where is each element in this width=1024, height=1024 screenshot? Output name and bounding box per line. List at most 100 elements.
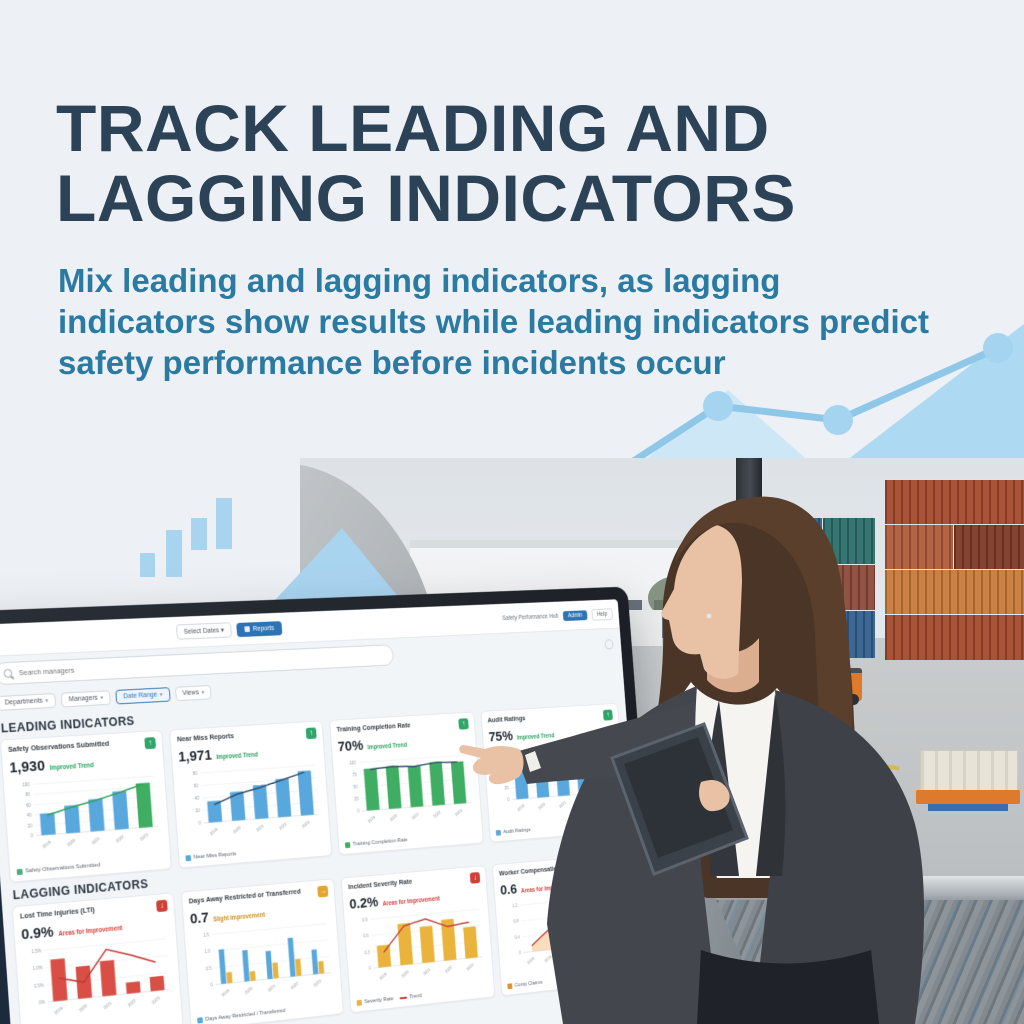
svg-text:60: 60	[26, 803, 32, 808]
title-line-2: LAGGING INDICATORS	[56, 160, 796, 235]
kpi-chart: 0 25 50 75 100 2019 2020 2021 2022 2023	[349, 747, 477, 824]
svg-text:2018: 2018	[526, 956, 535, 965]
svg-text:2023: 2023	[466, 962, 475, 971]
pallet-stack	[920, 750, 1018, 792]
forklift-wheel	[848, 694, 859, 705]
kpi-card: Near Miss Reports ↑ 1,971 Improved Trend 0 20…	[169, 720, 333, 869]
svg-text:0.5: 0.5	[206, 966, 212, 971]
svg-text:50: 50	[353, 785, 358, 790]
legend-swatch	[356, 999, 363, 1007]
svg-text:2022: 2022	[278, 821, 288, 831]
svg-text:2023: 2023	[313, 978, 323, 988]
svg-text:2020: 2020	[537, 801, 546, 810]
kpi-card-title: Incident Severity Rate	[347, 877, 413, 892]
kpi-card-title: Lost Time Injuries (LTI)	[19, 905, 95, 921]
reports-button[interactable]: Reports	[235, 620, 283, 637]
trend-badge-icon: ↓	[156, 899, 168, 913]
chevron-down-icon: ▾	[159, 691, 163, 698]
svg-text:0.3: 0.3	[364, 950, 370, 955]
svg-text:2021: 2021	[422, 967, 431, 977]
svg-text:20: 20	[195, 808, 200, 813]
legend-swatch	[197, 1017, 203, 1024]
filter-views[interactable]: Views ▾	[174, 684, 212, 701]
svg-text:1.0: 1.0	[204, 949, 210, 954]
svg-text:2021: 2021	[255, 823, 265, 833]
svg-text:2020: 2020	[389, 813, 398, 822]
date-picker-pill[interactable]: Select Dates ▾	[176, 622, 232, 640]
svg-text:2023: 2023	[301, 819, 311, 829]
kpi-trend-label: Improved Trend	[49, 762, 94, 772]
svg-text:0.4: 0.4	[515, 935, 521, 940]
kpi-value: 0.9%	[20, 923, 55, 944]
pointing-hand	[459, 745, 524, 785]
hair-front	[675, 496, 854, 834]
deco-bar-chart-icon	[166, 530, 182, 577]
trousers	[697, 950, 879, 1024]
svg-text:20: 20	[27, 823, 33, 828]
chevron-down-icon: ▾	[45, 697, 49, 704]
leading-card-grid: Safety Observations Submitted ↑ 1,930 Impro…	[0, 702, 628, 883]
svg-text:0.5%: 0.5%	[34, 983, 44, 989]
svg-text:25: 25	[354, 797, 359, 802]
kpi-card: Training Completion Rate ↑ 70% Improved Tre…	[329, 711, 484, 856]
svg-text:2019: 2019	[517, 803, 526, 812]
svg-text:1.5%: 1.5%	[31, 948, 41, 954]
svg-text:2019: 2019	[379, 971, 389, 981]
svg-text:100: 100	[22, 782, 30, 788]
legend-swatch	[399, 996, 407, 1000]
kpi-card: Incident Severity Rate ↓ 0.2% Areas for Imp…	[340, 865, 496, 1014]
svg-text:2020: 2020	[244, 985, 254, 995]
lagging-card-grid: Lost Time Injuries (LTI) ↓ 0.9% Areas for I…	[11, 852, 639, 1024]
svg-text:2019: 2019	[209, 826, 219, 836]
deco-bar-chart-icon	[140, 553, 155, 577]
title-line-1: TRACK LEADING AND	[56, 91, 770, 166]
presenter-photo	[459, 496, 925, 1024]
chevron-down-icon: ▾	[201, 689, 205, 696]
svg-text:40: 40	[194, 796, 199, 801]
kpi-chart: 0 20 40 60 80 100 2019 2020 2021 2022 2023	[22, 768, 164, 849]
trend-badge-icon: ↑	[305, 727, 317, 740]
lapel-right	[756, 694, 786, 876]
page-title: TRACK LEADING AND LAGGING INDICATORS	[56, 94, 986, 233]
svg-text:40: 40	[27, 813, 33, 818]
kpi-value: 1,971	[177, 747, 213, 766]
svg-text:1.5: 1.5	[203, 933, 209, 938]
kpi-trend-label: Improved Trend	[216, 751, 259, 762]
svg-text:2023: 2023	[454, 808, 463, 817]
svg-text:2021: 2021	[558, 800, 567, 809]
svg-text:1.0%: 1.0%	[33, 966, 43, 972]
svg-text:2022: 2022	[290, 981, 300, 991]
svg-text:0: 0	[369, 966, 372, 971]
kpi-card-title: Near Miss Reports	[176, 731, 235, 744]
svg-text:80: 80	[25, 792, 31, 797]
svg-text:75: 75	[352, 772, 357, 777]
filter-date-range[interactable]: Date Range ▾	[115, 686, 171, 704]
svg-text:2019: 2019	[41, 839, 52, 849]
filter-managers[interactable]: Managers ▾	[60, 689, 112, 707]
svg-text:2019: 2019	[221, 988, 231, 998]
legend-swatch	[16, 868, 23, 876]
agv-robot	[916, 790, 1020, 804]
filter-departments[interactable]: Departments ▾	[0, 692, 57, 711]
svg-text:2021: 2021	[91, 835, 102, 845]
kpi-card: Lost Time Injuries (LTI) ↓ 0.9% Areas for I…	[11, 892, 184, 1024]
svg-text:0%: 0%	[39, 1000, 46, 1006]
kpi-chart: 0% 0.5% 1.0% 1.5% 2019 2020 2021 2022 2023	[31, 931, 176, 1015]
kpi-card-title: Training Completion Rate	[336, 720, 411, 734]
dashboard-main: Select Dates ▾ Reports Safety Performanc…	[0, 599, 651, 1024]
page-subtitle: Mix leading and lagging indicators, as l…	[58, 262, 930, 381]
svg-text:0: 0	[199, 821, 202, 826]
svg-text:2020: 2020	[401, 969, 410, 979]
svg-text:2020: 2020	[232, 825, 242, 835]
trend-badge-icon: ↑	[144, 737, 157, 750]
svg-text:2020: 2020	[78, 1003, 89, 1013]
kpi-value: 70%	[337, 737, 364, 755]
svg-text:2021: 2021	[411, 811, 420, 820]
svg-text:2021: 2021	[267, 983, 277, 993]
svg-text:20: 20	[504, 786, 509, 791]
svg-text:1.2: 1.2	[512, 903, 518, 908]
svg-text:0: 0	[519, 951, 522, 956]
svg-text:0.6: 0.6	[363, 934, 369, 939]
svg-text:0: 0	[357, 809, 360, 814]
